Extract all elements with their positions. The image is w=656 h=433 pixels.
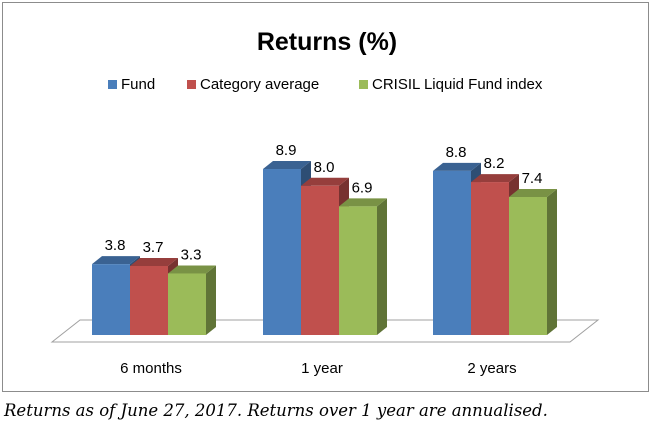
returns-footnote: Returns as of June 27, 2017. Returns ove… bbox=[4, 401, 548, 420]
bar-front bbox=[301, 185, 339, 335]
bar-front bbox=[339, 206, 377, 335]
bar-front bbox=[263, 169, 301, 335]
legend-swatch-1 bbox=[187, 80, 196, 89]
category-label-2: 2 years bbox=[467, 360, 516, 377]
value-label-2-2: 7.4 bbox=[522, 170, 543, 187]
value-label-2-0: 8.8 bbox=[446, 144, 467, 161]
category-labels: 6 months 1 year 2 years bbox=[120, 360, 516, 377]
legend-label-2: CRISIL Liquid Fund index bbox=[372, 76, 543, 93]
bar-front bbox=[509, 196, 547, 335]
value-label-1-1: 8.0 bbox=[314, 159, 335, 176]
value-label-0-1: 3.7 bbox=[143, 239, 164, 256]
bar-top bbox=[263, 161, 311, 170]
bar-top bbox=[130, 257, 178, 266]
bar-front bbox=[92, 264, 130, 335]
legend-swatch-2 bbox=[359, 80, 368, 89]
bar-front bbox=[130, 265, 168, 335]
bar-front bbox=[168, 273, 206, 335]
bar-top bbox=[168, 265, 216, 274]
category-label-0: 6 months bbox=[120, 360, 182, 377]
category-label-1: 1 year bbox=[301, 360, 343, 377]
bar-top bbox=[339, 198, 387, 207]
bar-side bbox=[377, 198, 387, 335]
value-label-1-0: 8.9 bbox=[276, 142, 297, 159]
bar-front bbox=[433, 170, 471, 335]
bar-top bbox=[509, 188, 557, 197]
value-label-1-2: 6.9 bbox=[352, 179, 373, 196]
returns-chart: Returns (%) Fund Category average CRISIL L… bbox=[50, 28, 600, 377]
bar-1-2 bbox=[339, 198, 387, 335]
legend-swatch-0 bbox=[108, 80, 117, 89]
value-labels: 3.8 3.7 3.3 8.9 8.0 6.9 8.8 8.2 7.4 bbox=[105, 142, 543, 263]
value-label-0-2: 3.3 bbox=[181, 246, 202, 263]
value-label-2-1: 8.2 bbox=[484, 155, 505, 172]
bar-top bbox=[92, 256, 140, 265]
legend: Fund Category average CRISIL Liquid Fund i… bbox=[108, 76, 543, 93]
bar-front bbox=[471, 182, 509, 335]
bar-side bbox=[547, 188, 557, 335]
bar-0-2 bbox=[168, 265, 216, 335]
value-label-0-0: 3.8 bbox=[105, 237, 126, 254]
legend-label-0: Fund bbox=[121, 76, 155, 93]
bar-2-2 bbox=[509, 188, 557, 335]
legend-label-1: Category average bbox=[200, 76, 319, 93]
bar-side bbox=[206, 265, 216, 335]
chart-title: Returns (%) bbox=[257, 28, 397, 56]
bar-top bbox=[433, 162, 481, 171]
bars bbox=[92, 161, 557, 335]
bar-top bbox=[301, 177, 349, 186]
bar-top bbox=[471, 174, 519, 183]
